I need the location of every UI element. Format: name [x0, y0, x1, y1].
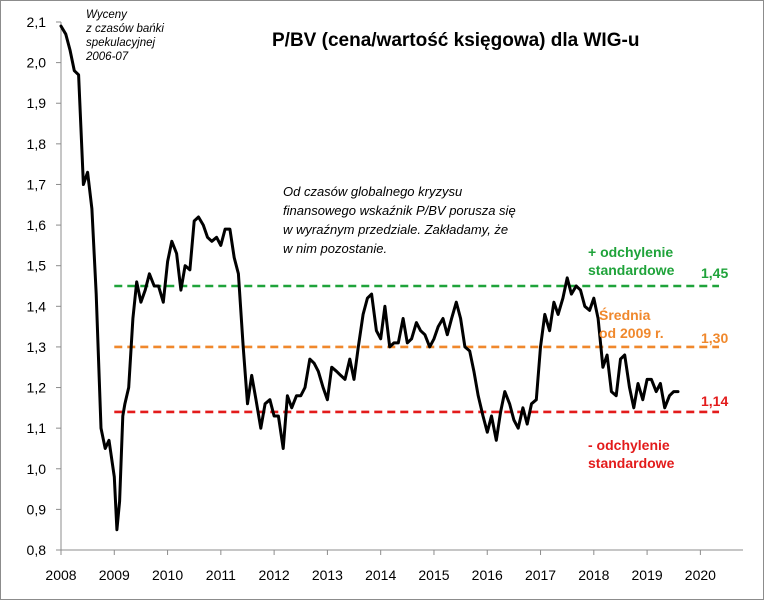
plus-std-label-line: + odchylenie	[588, 244, 674, 260]
bubble-note-line: spekulacyjnej	[86, 37, 156, 49]
pbv-series-line	[59, 24, 680, 532]
x-tick-label: 2017	[525, 567, 556, 583]
y-tick-label: 1,1	[27, 420, 47, 436]
y-tick-label: 1,6	[27, 217, 47, 233]
x-tick-label: 2014	[365, 567, 396, 583]
chart-title: P/BV (cena/wartość księgowa) dla WIG-u	[272, 30, 640, 51]
x-tick-label: 2008	[45, 567, 76, 583]
bubble-note-line: z czasów bańki	[86, 23, 164, 35]
y-tick-label: 1,5	[27, 258, 47, 274]
x-tick-label: 2011	[206, 567, 236, 583]
x-tick-label: 2010	[152, 567, 183, 583]
y-tick-label: 1,3	[27, 339, 47, 355]
y-tick-label: 1,8	[27, 136, 47, 152]
reference-lines	[114, 284, 720, 414]
plus-std-label: + odchylenie standardowe	[588, 243, 674, 279]
y-tick-label: 0,8	[27, 542, 47, 558]
main-note: Od czasów globalnego kryzysu finansowego…	[283, 182, 516, 258]
bubble-note-line: Wyceny	[86, 9, 127, 21]
x-tick-label: 2020	[685, 567, 716, 583]
mean-label-line: Średnia	[599, 307, 651, 323]
plus-std-value: 1,45	[701, 265, 729, 281]
axes: 0,8 0,9 1,0 1,1 1,2 1,3 1,4 1,5 1,6 1,7 1,8 1,9 2,0 2…	[27, 14, 743, 583]
y-tick-label: 1,0	[27, 461, 47, 477]
x-tick-label: 2009	[99, 567, 130, 583]
minus-std-label-line: standardowe	[588, 455, 675, 471]
bubble-note: Wyceny z czasów bańki spekulacyjnej 2006…	[86, 8, 164, 64]
x-tick-label: 2015	[418, 567, 449, 583]
x-tick-label: 2019	[632, 567, 663, 583]
mean-label-line: od 2009 r.	[599, 325, 664, 341]
y-tick-label: 0,9	[27, 501, 47, 517]
y-tick-label: 1,4	[27, 298, 47, 314]
y-tick-label: 2,1	[27, 14, 47, 30]
minus-std-label: - odchylenie standardowe	[588, 436, 674, 472]
x-tick-label: 2018	[578, 567, 609, 583]
x-tick-label: 2016	[472, 567, 503, 583]
main-note-line: Od czasów globalnego kryzysu	[283, 184, 463, 199]
x-tick-label: 2013	[312, 567, 343, 583]
minus-std-label-line: - odchylenie	[588, 437, 670, 453]
bubble-note-line: 2006-07	[86, 51, 129, 63]
main-note-line: finansowego wskaźnik P/BV porusza się	[283, 203, 516, 218]
x-tick-label: 2012	[259, 567, 290, 583]
series-layer	[59, 24, 680, 532]
mean-label: Średnia od 2009 r.	[599, 306, 664, 342]
main-note-line: w nim pozostanie.	[283, 241, 388, 256]
y-tick-label: 1,9	[27, 95, 47, 111]
minus-std-value: 1,14	[701, 393, 729, 409]
plus-std-label-line: standardowe	[588, 262, 675, 278]
mean-value: 1,30	[701, 330, 729, 346]
y-tick-label: 2,0	[27, 55, 47, 71]
y-tick-label: 1,7	[27, 176, 47, 192]
y-tick-label: 1,2	[27, 380, 47, 396]
main-note-line: w wyraźnym przedziale. Zakładamy, że	[283, 222, 509, 237]
